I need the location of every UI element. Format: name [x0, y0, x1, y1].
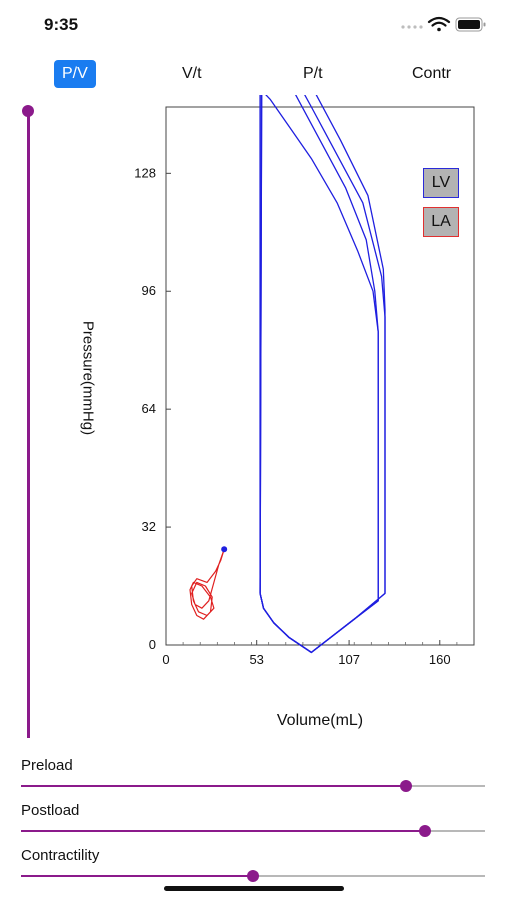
- x-tick-label: 53: [249, 652, 263, 667]
- vertical-slider-track[interactable]: [27, 110, 30, 738]
- tab-pv[interactable]: P/V: [54, 60, 96, 88]
- legend-lv-button[interactable]: LV: [423, 168, 459, 198]
- y-tick-label: 32: [142, 519, 156, 534]
- tab-vt[interactable]: V/t: [182, 65, 202, 82]
- preload-slider-thumb[interactable]: [400, 780, 413, 792]
- lv-loop-line: [259, 95, 379, 654]
- postload-slider-fill: [21, 830, 425, 832]
- cellular-signal-icon: [401, 25, 423, 29]
- tab-contr[interactable]: Contr: [412, 65, 452, 82]
- lv-loop-line: [259, 95, 379, 654]
- y-tick-label: 0: [149, 637, 156, 652]
- pv-loop-chart: 0 32 64 96 128 0 53 107 160: [134, 95, 475, 667]
- view-tabs: P/V V/t P/t Contr: [0, 60, 507, 90]
- contractility-slider-fill: [21, 875, 253, 877]
- lv-loop-line: [259, 95, 386, 654]
- tab-pt[interactable]: P/t: [303, 65, 323, 82]
- wifi-icon: [427, 16, 451, 32]
- y-tick-label: 96: [142, 283, 156, 298]
- preload-slider-fill: [21, 785, 407, 787]
- postload-label: Postload: [21, 802, 80, 819]
- contractility-slider-thumb[interactable]: [247, 870, 259, 882]
- x-tick-label: 107: [338, 652, 360, 667]
- status-bar: 9:35: [0, 0, 507, 50]
- contractility-label: Contractility: [21, 847, 100, 864]
- postload-slider-thumb[interactable]: [418, 825, 431, 837]
- preload-slider[interactable]: [21, 780, 485, 792]
- la-marker: [221, 546, 228, 553]
- x-axis-label: Volume(mL): [276, 712, 364, 729]
- preload-label: Preload: [21, 757, 73, 774]
- contractility-slider[interactable]: [21, 870, 485, 882]
- status-icons: [399, 15, 487, 40]
- battery-icon: [455, 17, 486, 32]
- y-tick-label: 64: [142, 401, 156, 416]
- x-tick-label: 0: [162, 652, 169, 667]
- y-axis-label: Pressure(mmHg): [79, 320, 97, 436]
- la-loop-line: [189, 548, 225, 620]
- status-time: 9:35: [44, 15, 79, 34]
- x-tick-label: 160: [429, 652, 451, 667]
- postload-slider[interactable]: [21, 825, 485, 837]
- vertical-slider-thumb[interactable]: [22, 105, 34, 117]
- y-tick-label: 128: [134, 165, 156, 180]
- home-indicator: [164, 886, 344, 891]
- legend-la-button[interactable]: LA: [423, 207, 459, 237]
